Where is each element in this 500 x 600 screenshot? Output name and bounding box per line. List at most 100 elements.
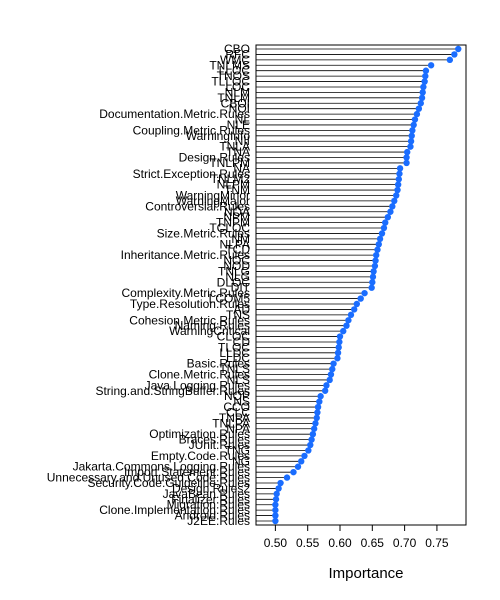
- data-point: [301, 453, 307, 459]
- data-point: [361, 290, 367, 296]
- data-point: [376, 241, 382, 247]
- data-point: [420, 84, 426, 90]
- data-point: [421, 78, 427, 84]
- data-point: [387, 209, 393, 215]
- dotplot-row: String.and.StringBuffer.Rules: [95, 384, 328, 398]
- dotplot-row: LLOC: [219, 64, 429, 78]
- dotplot-row: WarningCritical: [169, 324, 346, 338]
- data-point: [298, 458, 304, 464]
- data-point: [284, 474, 290, 480]
- data-point: [397, 165, 403, 171]
- dotplot-row: NL: [235, 113, 418, 127]
- dotplot-row: NM: [231, 232, 383, 246]
- category-label: J2EE.Rules: [187, 514, 250, 528]
- data-point: [317, 393, 323, 399]
- data-point: [314, 409, 320, 415]
- x-tick-label: 0.65: [361, 536, 385, 550]
- data-point: [308, 436, 314, 442]
- data-point: [428, 62, 434, 68]
- dotplot-row: WMC: [220, 53, 453, 67]
- data-point: [337, 333, 343, 339]
- data-point: [372, 263, 378, 269]
- data-point: [407, 143, 413, 149]
- data-point: [326, 377, 332, 383]
- data-point: [315, 404, 321, 410]
- dotplot-row: TNA: [226, 145, 410, 159]
- dotplot-row: CBOI: [221, 96, 424, 110]
- dotplot-row: TNM: [224, 183, 401, 197]
- data-point: [322, 388, 328, 394]
- data-point: [382, 219, 388, 225]
- data-point: [409, 127, 415, 133]
- dotplot-row: NLE: [227, 118, 417, 132]
- data-point: [368, 285, 374, 291]
- data-point: [409, 133, 415, 139]
- data-point: [394, 187, 400, 193]
- x-tick-label: 0.60: [328, 536, 352, 550]
- data-point: [385, 214, 391, 220]
- dotplot-row: Coupling.Metric.Rules: [133, 123, 416, 137]
- data-point: [377, 236, 383, 242]
- dotplot-row: NOI: [229, 102, 422, 116]
- plot-panel-border: [256, 45, 466, 525]
- data-point: [412, 116, 418, 122]
- data-point: [396, 176, 402, 182]
- data-point: [348, 312, 354, 318]
- dotplot-row: Size.Metric.Rules: [157, 226, 386, 240]
- data-point: [273, 496, 279, 502]
- data-point: [336, 339, 342, 345]
- data-point: [316, 398, 322, 404]
- dotplot-row: NII: [235, 134, 415, 148]
- data-point: [334, 355, 340, 361]
- data-point: [374, 247, 380, 253]
- data-point: [403, 160, 409, 166]
- dotplot-row: NLM: [225, 85, 426, 99]
- data-point: [323, 382, 329, 388]
- data-point: [373, 252, 379, 258]
- data-point: [357, 295, 363, 301]
- x-tick-label: 0.55: [296, 536, 320, 550]
- dotplot-row: J2EE.Rules: [187, 514, 278, 528]
- data-point: [422, 73, 428, 79]
- data-point: [396, 171, 402, 177]
- dotplot-row: Controversial.Rules: [145, 199, 395, 213]
- data-point: [419, 95, 425, 101]
- data-point: [273, 491, 279, 497]
- data-point: [410, 122, 416, 128]
- data-point: [290, 469, 296, 475]
- data-point: [370, 274, 376, 280]
- data-point: [351, 306, 357, 312]
- x-tick-label: 0.70: [393, 536, 417, 550]
- data-point: [295, 464, 301, 470]
- data-point: [354, 301, 360, 307]
- data-point: [370, 268, 376, 274]
- x-axis-label: Importance: [328, 565, 403, 582]
- data-point: [447, 57, 453, 63]
- data-point: [328, 371, 334, 377]
- data-point: [451, 51, 457, 57]
- data-point: [408, 138, 414, 144]
- x-tick-label: 0.75: [425, 536, 449, 550]
- data-point: [310, 431, 316, 437]
- dotplot-row: NA: [233, 161, 403, 175]
- data-point: [395, 181, 401, 187]
- data-point: [372, 257, 378, 263]
- data-point: [420, 89, 426, 95]
- x-axis: 0.50 0.55 0.60 0.65 0.70 0.75: [264, 525, 449, 550]
- data-point: [311, 426, 317, 432]
- dotplot-row: RFC: [225, 47, 457, 61]
- data-point: [314, 415, 320, 421]
- data-point: [312, 420, 318, 426]
- data-point: [340, 328, 346, 334]
- data-point: [455, 46, 461, 52]
- dotplot-row: DIT: [231, 281, 375, 295]
- dotplot-row: LOC: [225, 80, 426, 94]
- dotplot-row: CBO: [224, 42, 461, 56]
- data-point: [305, 447, 311, 453]
- data-point: [423, 68, 429, 74]
- data-point: [343, 322, 349, 328]
- data-point: [272, 518, 278, 524]
- dotplot-row: AD: [233, 302, 357, 316]
- data-point: [330, 360, 336, 366]
